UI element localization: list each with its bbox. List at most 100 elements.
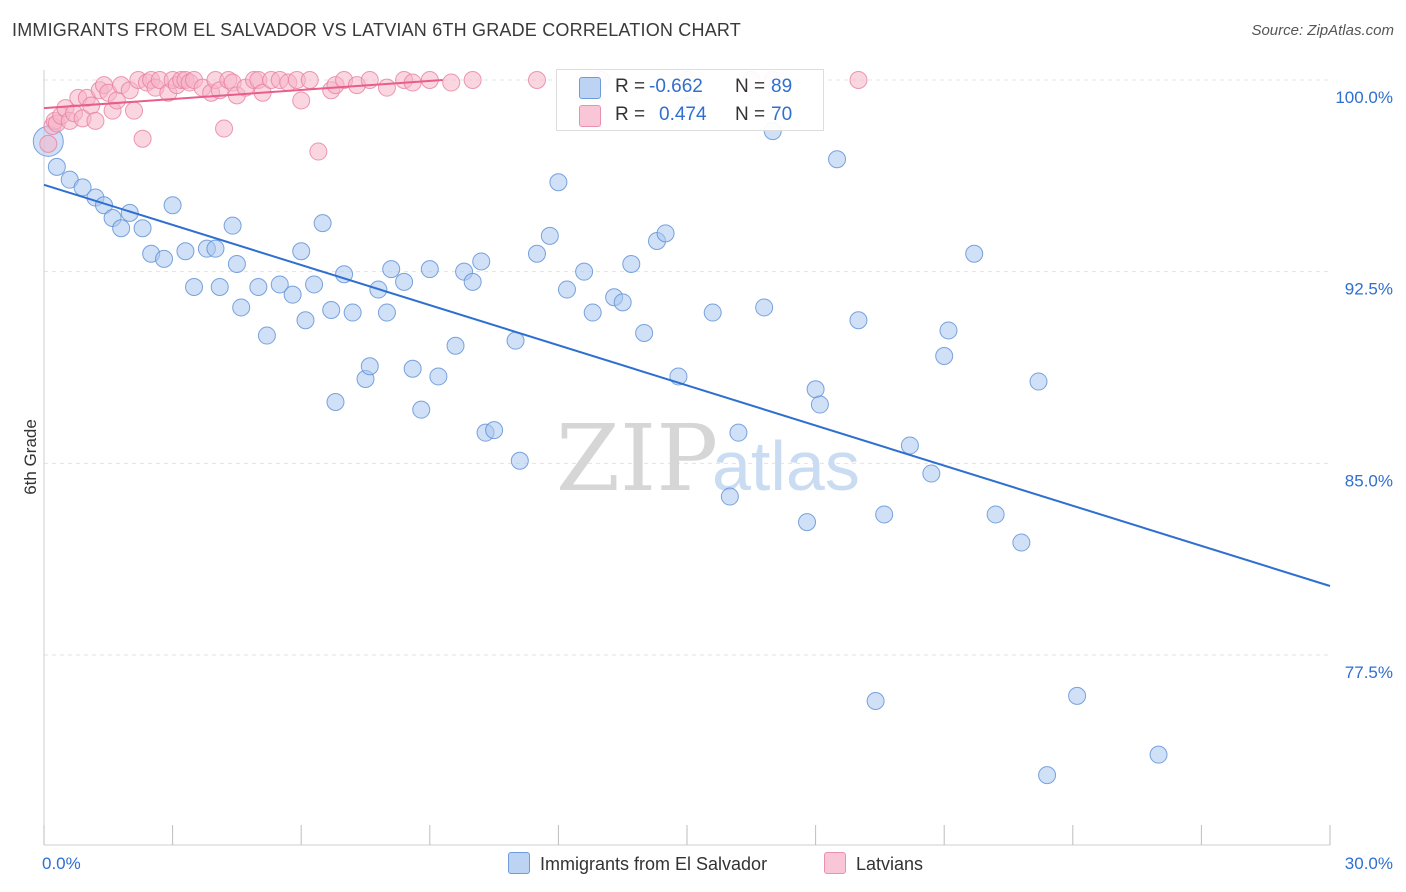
point-el-salvador xyxy=(296,311,315,330)
point-el-salvador xyxy=(900,436,919,455)
point-el-salvador xyxy=(257,326,276,345)
trendline-el-salvador xyxy=(43,183,1331,587)
point-el-salvador xyxy=(313,214,332,233)
point-el-salvador xyxy=(155,249,174,268)
point-el-salvador xyxy=(120,203,139,222)
point-el-salvador xyxy=(828,150,847,169)
point-el-salvador xyxy=(622,255,641,273)
y-tick-label: 92.5% xyxy=(1345,280,1393,299)
y-tick-label: 85.0% xyxy=(1345,471,1393,490)
point-el-salvador xyxy=(703,303,722,322)
y-tick-label: 100.0% xyxy=(1335,88,1393,107)
point-el-salvador xyxy=(540,226,559,245)
point-el-salvador xyxy=(429,367,448,386)
point-latvians xyxy=(86,111,105,130)
point-el-salvador xyxy=(806,380,825,399)
legend-item-latvians: Latvians xyxy=(824,852,923,875)
point-el-salvador xyxy=(1012,533,1031,552)
point-el-salvador xyxy=(283,285,302,304)
point-el-salvador xyxy=(583,303,602,322)
point-el-salvador xyxy=(485,421,504,440)
point-el-salvador xyxy=(866,692,885,710)
point-el-salvador xyxy=(249,278,268,296)
watermark-zip: ZIP xyxy=(556,405,718,512)
point-el-salvador xyxy=(729,423,748,442)
point-el-salvador xyxy=(360,357,379,376)
grid-layer xyxy=(44,79,1330,656)
point-el-salvador xyxy=(326,393,345,411)
point-el-salvador xyxy=(395,272,414,291)
axis-layer xyxy=(43,70,1331,846)
point-el-salvador xyxy=(656,224,675,243)
point-el-salvador xyxy=(227,255,246,273)
stats-legend-row-pink: R = 0.474 N = 70 xyxy=(557,102,823,128)
point-el-salvador xyxy=(382,260,401,279)
point-latvians xyxy=(133,129,152,148)
point-el-salvador xyxy=(223,216,242,235)
point-el-salvador xyxy=(210,278,229,296)
point-el-salvador xyxy=(510,451,529,470)
y-tick-label: 77.5% xyxy=(1345,663,1393,682)
point-el-salvador xyxy=(557,280,576,299)
pink-swatch xyxy=(579,105,601,127)
blue-swatch xyxy=(579,77,601,99)
n-value-blue: 89 xyxy=(771,76,793,97)
point-el-salvador xyxy=(176,242,195,261)
point-el-salvador xyxy=(875,505,894,524)
point-latvians xyxy=(309,142,328,161)
legend-label-el-salvador: Immigrants from El Salvador xyxy=(540,854,768,874)
legend-label-latvians: Latvians xyxy=(856,854,924,874)
chart-source: Source: ZipAtlas.com xyxy=(1251,22,1394,39)
chart-title: IMMIGRANTS FROM EL SALVADOR VS LATVIAN 6… xyxy=(12,20,741,40)
point-latvians xyxy=(300,71,319,89)
point-latvians xyxy=(527,71,546,89)
point-el-salvador xyxy=(232,298,251,317)
point-el-salvador xyxy=(322,301,341,319)
point-el-salvador xyxy=(270,275,289,294)
point-el-salvador xyxy=(472,252,491,271)
point-el-salvador xyxy=(305,275,324,294)
point-el-salvador xyxy=(1149,745,1168,764)
r-value-blue: -0.662 xyxy=(649,76,703,97)
point-el-salvador xyxy=(47,157,66,176)
point-el-salvador xyxy=(986,505,1005,524)
point-latvians xyxy=(292,91,311,110)
point-el-salvador xyxy=(549,173,568,192)
point-latvians xyxy=(125,101,144,120)
point-el-salvador xyxy=(798,513,817,532)
r-label-blue: R = xyxy=(615,76,646,97)
point-el-salvador xyxy=(420,260,439,279)
point-latvians xyxy=(215,119,234,138)
n-value-pink: 70 xyxy=(771,104,793,125)
x-tick-label: 0.0% xyxy=(42,854,81,873)
point-el-salvador xyxy=(377,303,396,322)
point-el-salvador xyxy=(446,336,465,355)
points-layer xyxy=(32,71,1168,785)
point-el-salvador xyxy=(613,293,632,312)
point-el-salvador xyxy=(575,262,594,281)
trend-layer xyxy=(43,79,1331,587)
x-tick-label: 30.0% xyxy=(1345,854,1393,873)
point-el-salvador xyxy=(112,219,131,238)
point-el-salvador xyxy=(720,487,739,506)
point-el-salvador xyxy=(965,244,984,263)
point-el-salvador xyxy=(1068,686,1087,705)
n-label-pink: N = xyxy=(735,104,766,125)
point-el-salvador xyxy=(922,464,941,483)
point-el-salvador xyxy=(206,239,225,258)
point-latvians xyxy=(442,73,461,92)
y-axis-title: 6th Grade xyxy=(21,419,40,495)
point-el-salvador xyxy=(939,321,958,340)
point-el-salvador xyxy=(463,272,482,291)
point-el-salvador xyxy=(755,298,774,317)
legend-item-el-salvador: Immigrants from El Salvador xyxy=(508,852,767,875)
point-el-salvador xyxy=(1038,766,1057,785)
point-latvians xyxy=(377,78,396,97)
point-el-salvador xyxy=(849,311,868,330)
point-latvians xyxy=(39,134,58,153)
point-el-salvador xyxy=(635,324,654,342)
point-latvians xyxy=(463,71,482,89)
point-el-salvador xyxy=(335,265,354,284)
point-el-salvador xyxy=(403,359,422,378)
